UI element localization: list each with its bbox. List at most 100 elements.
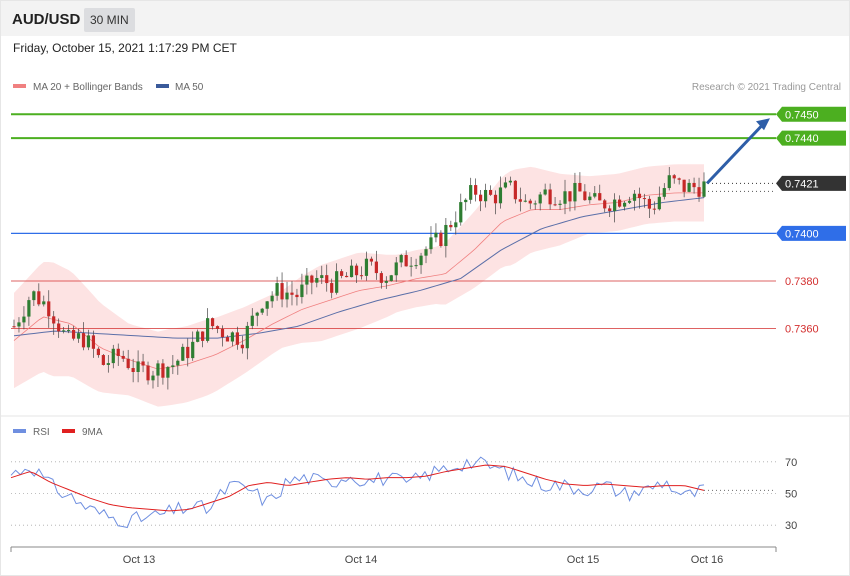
candle-bull bbox=[429, 237, 433, 250]
candle-bull bbox=[27, 300, 31, 317]
candle-bull bbox=[166, 367, 170, 378]
candle-bear bbox=[488, 189, 493, 195]
candle-bull bbox=[409, 265, 413, 267]
candle-bull bbox=[503, 182, 508, 188]
candle-bull bbox=[191, 341, 195, 359]
candle-bull bbox=[205, 318, 210, 341]
candle-bull bbox=[399, 255, 403, 263]
candle-bull bbox=[364, 258, 369, 276]
candle-bull bbox=[483, 189, 488, 202]
bollinger-band-area bbox=[14, 164, 704, 407]
candle-bear bbox=[637, 193, 642, 199]
candle-bear bbox=[568, 191, 572, 202]
candle-bull bbox=[285, 292, 289, 300]
candle-bull bbox=[593, 193, 597, 197]
candle-bull bbox=[533, 203, 537, 205]
candle-bear bbox=[126, 358, 130, 369]
candle-bear bbox=[677, 178, 681, 180]
candle-bear bbox=[57, 323, 61, 332]
candle-bull bbox=[17, 322, 21, 327]
candle-bull bbox=[181, 346, 185, 361]
rsi-ma-legend-label: 9MA bbox=[82, 427, 103, 438]
candle-bear bbox=[652, 208, 656, 210]
timeframe-badge[interactable]: 30 MIN bbox=[84, 8, 135, 32]
candle-bear bbox=[330, 283, 334, 293]
candle-bull bbox=[76, 333, 81, 339]
candle-bull bbox=[573, 182, 577, 202]
candle-bear bbox=[642, 198, 647, 200]
candle-bull bbox=[245, 325, 249, 349]
candle-bull bbox=[335, 271, 339, 293]
candle-bull bbox=[523, 200, 527, 202]
x-axis: Oct 13 Oct 14 Oct 15 Oct 16 bbox=[10, 546, 777, 566]
candle-bull bbox=[588, 196, 592, 201]
candle-bear bbox=[340, 271, 344, 276]
candle-bull bbox=[275, 283, 279, 296]
candle-bull bbox=[151, 375, 155, 381]
candle-bear bbox=[682, 179, 686, 192]
forecast-arrowhead bbox=[756, 118, 770, 131]
level-tag-label: 0.7380 bbox=[785, 276, 819, 288]
candle-bear bbox=[608, 208, 612, 212]
candle-bull bbox=[424, 249, 428, 256]
forecast-arrow-shaft bbox=[705, 122, 766, 185]
rsi-legend-label: RSI bbox=[33, 427, 50, 438]
candle-bull bbox=[508, 180, 513, 183]
candle-bear bbox=[161, 363, 165, 378]
level-tag-0.7440 bbox=[776, 130, 846, 146]
rsi-ma-legend-swatch bbox=[62, 429, 75, 433]
rsi-tick-label: 30 bbox=[785, 520, 797, 532]
top-bar: AUD/USD 30 MIN bbox=[1, 1, 849, 36]
candle-bull bbox=[22, 316, 26, 323]
candle-bull bbox=[305, 275, 309, 285]
candle-bull bbox=[171, 365, 175, 368]
candle-bull bbox=[613, 199, 617, 212]
candle-bear bbox=[116, 348, 120, 356]
candle-bull bbox=[498, 187, 503, 204]
forecast-arrow bbox=[705, 118, 770, 185]
candle-bear bbox=[603, 200, 607, 209]
rsi-panel: 70 50 30 bbox=[10, 456, 797, 532]
candle-bear bbox=[578, 182, 582, 192]
candle-bear bbox=[71, 329, 76, 339]
price-levels bbox=[11, 113, 776, 330]
candle-bull bbox=[657, 196, 661, 210]
candle-bull bbox=[250, 315, 254, 326]
candle-bear bbox=[220, 328, 225, 338]
candle-bull bbox=[444, 224, 448, 246]
candle-bear bbox=[37, 291, 41, 305]
candle-bear bbox=[201, 331, 205, 341]
candle-bull bbox=[632, 193, 637, 201]
bands-legend-swatch bbox=[13, 84, 26, 88]
candle-bear bbox=[52, 316, 56, 324]
candle-bear bbox=[225, 337, 230, 342]
candle-bear bbox=[290, 292, 294, 295]
candle-bull bbox=[265, 301, 269, 309]
candlesticks bbox=[12, 166, 706, 390]
candle-bear bbox=[215, 326, 220, 329]
x-tick-label: Oct 14 bbox=[345, 554, 377, 566]
candle-bull bbox=[622, 202, 627, 207]
candle-bear bbox=[697, 187, 701, 197]
level-tag-0.7400 bbox=[776, 225, 846, 241]
candle-bear bbox=[598, 193, 602, 201]
candle-bull bbox=[384, 280, 388, 283]
datetime-label: Friday, October 15, 2021 1:17:29 PM CET bbox=[13, 41, 237, 55]
candle-bull bbox=[464, 199, 468, 203]
candle-bear bbox=[295, 294, 299, 298]
candle-bull bbox=[394, 262, 398, 276]
candle-bear bbox=[146, 365, 150, 381]
candle-bear bbox=[210, 318, 215, 327]
candle-bull bbox=[469, 185, 473, 200]
candle-bull bbox=[86, 335, 91, 348]
candle-bear bbox=[101, 355, 105, 365]
candle-bear bbox=[647, 198, 651, 209]
candle-bull bbox=[454, 222, 458, 228]
candle-bear bbox=[186, 346, 190, 359]
candle-bull bbox=[687, 182, 691, 192]
level-tag-label: 0.7360 bbox=[785, 324, 819, 336]
candle-bear bbox=[131, 368, 135, 372]
ma50-legend-swatch bbox=[156, 84, 169, 88]
candle-bear bbox=[528, 200, 532, 204]
